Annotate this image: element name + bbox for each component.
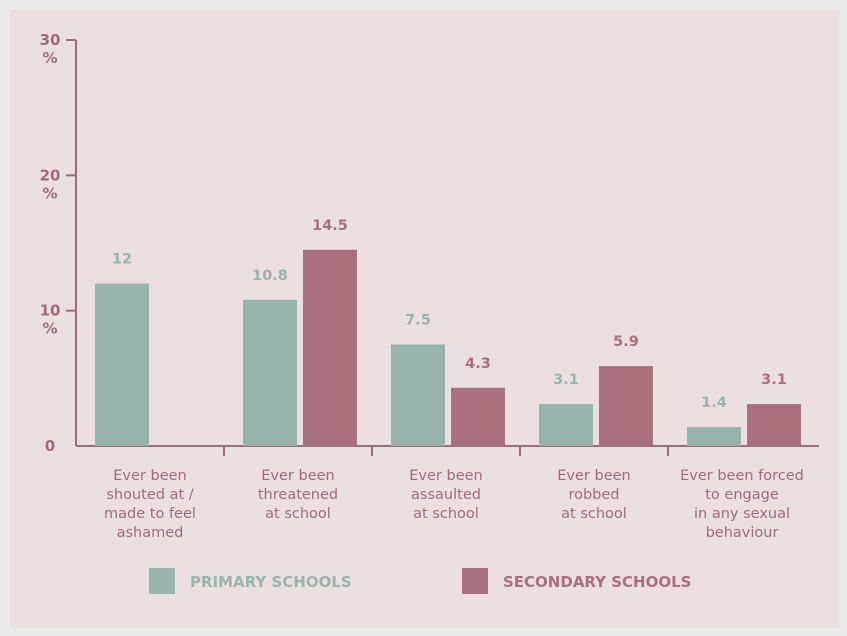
x-category-label-line: ashamed bbox=[117, 525, 184, 541]
legend-label-primary: PRIMARY SCHOOLS bbox=[190, 573, 352, 591]
y-tick-label: 20% bbox=[40, 166, 61, 202]
bar-value-label: 4.3 bbox=[465, 356, 491, 372]
x-category-label-line: robbed bbox=[568, 487, 619, 503]
bar-secondary bbox=[303, 249, 357, 446]
y-tick-label-line: 10 bbox=[40, 302, 61, 320]
bar-secondary bbox=[451, 387, 505, 446]
x-category-label-line: Ever been bbox=[557, 468, 630, 484]
x-category-label-line: at school bbox=[413, 506, 479, 522]
bar-primary bbox=[539, 404, 593, 446]
legend-swatch-primary bbox=[149, 568, 175, 594]
bar-value-label: 5.9 bbox=[613, 334, 639, 350]
bar-value-label: 3.1 bbox=[761, 372, 787, 388]
y-tick-label-line: 30 bbox=[40, 31, 61, 49]
y-tick-label: 30% bbox=[40, 31, 61, 67]
bar-primary bbox=[95, 283, 149, 446]
bar-value-label: 1.4 bbox=[701, 395, 727, 411]
x-category-label: Ever been assaulted at school bbox=[409, 468, 482, 522]
legend-swatch-secondary bbox=[462, 568, 488, 594]
x-category-label-line: Ever been bbox=[113, 468, 186, 484]
x-category-label-line: shouted at / bbox=[106, 487, 193, 503]
y-tick-label-line: 20 bbox=[40, 166, 61, 184]
x-category-label: Ever been forced to engage in any sexual be… bbox=[680, 468, 804, 541]
y-tick-label-line: % bbox=[42, 320, 57, 338]
x-category-label: Ever been robbed at school bbox=[557, 468, 630, 522]
x-category-label: Ever been threatened at school bbox=[258, 468, 338, 522]
x-category-label-line: threatened bbox=[258, 487, 338, 503]
bar-value-label: 3.1 bbox=[553, 372, 579, 388]
x-category-label-line: in any sexual bbox=[694, 506, 790, 522]
bar-primary bbox=[687, 427, 741, 446]
x-category-label-line: at school bbox=[265, 506, 331, 522]
bar-value-label: 12 bbox=[112, 252, 132, 268]
bar-value-label: 7.5 bbox=[405, 313, 431, 329]
y-tick-label: 10% bbox=[40, 302, 61, 338]
legend-label-secondary: SECONDARY SCHOOLS bbox=[503, 573, 691, 591]
x-category-label-line: behaviour bbox=[706, 525, 779, 541]
x-category-label-line: Ever been bbox=[409, 468, 482, 484]
bar-primary bbox=[243, 299, 297, 446]
x-category-label-line: Ever been bbox=[261, 468, 334, 484]
y-tick-label-line: % bbox=[42, 49, 57, 67]
bar-secondary bbox=[599, 366, 653, 446]
bar-value-label: 10.8 bbox=[252, 268, 288, 284]
bar-value-label: 14.5 bbox=[312, 218, 348, 234]
y-tick-label-line: % bbox=[42, 184, 57, 202]
x-category-label-line: to engage bbox=[705, 487, 779, 503]
x-category-label: Ever been shouted at / made to feel ashamed bbox=[104, 468, 196, 541]
x-category-label-line: assaulted bbox=[411, 487, 481, 503]
x-category-label-line: Ever been forced bbox=[680, 468, 804, 484]
x-category-label-line: made to feel bbox=[104, 506, 196, 522]
y-tick-label: 0 bbox=[45, 437, 55, 455]
bar-secondary bbox=[747, 404, 801, 446]
x-category-label-line: at school bbox=[561, 506, 627, 522]
bar-primary bbox=[391, 344, 445, 446]
y-tick-label-line: 0 bbox=[45, 437, 55, 455]
